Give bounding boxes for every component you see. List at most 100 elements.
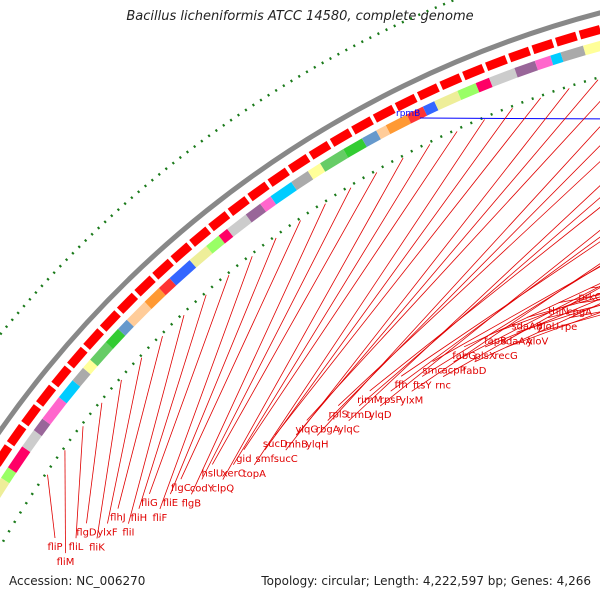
gene-label-yloV: yloV (527, 337, 549, 348)
gene-label-rnhB: rnhB (285, 439, 309, 450)
cog-band-segment (245, 203, 267, 223)
gene-leader (411, 263, 600, 392)
gene-arrow (36, 384, 57, 407)
gene-leader (128, 315, 185, 524)
cog-band-segment (376, 125, 391, 140)
gene-arrow (170, 242, 193, 264)
cog-band-segment (534, 55, 554, 71)
gene-leader (463, 283, 600, 348)
gene-leader (421, 265, 600, 377)
gene-leader (96, 379, 122, 539)
gene-leader (442, 287, 600, 377)
gene-arrow (439, 73, 463, 91)
cog-band-segment (406, 106, 428, 124)
gene-leader (264, 107, 513, 451)
gene-leader (432, 266, 600, 362)
gene-label-ylqH: ylqH (306, 439, 329, 450)
gene-arrow (116, 292, 139, 314)
gene-arrow (21, 404, 41, 427)
gene-leader (159, 256, 253, 510)
cog-band-segment (33, 418, 51, 437)
gene-arrow (247, 181, 270, 202)
cog-band-segment (291, 171, 314, 191)
gene-leader (86, 402, 103, 524)
gene-leader (212, 172, 378, 465)
cog-band-segment (583, 40, 600, 56)
cog-band-segment (169, 260, 197, 286)
gene-leader (400, 241, 600, 377)
cog-band-segment (218, 228, 234, 244)
gene-label-sucC: sucC (274, 454, 298, 465)
gene-leader (484, 298, 600, 348)
gene-arrow (134, 275, 156, 297)
gene-leader (138, 294, 207, 509)
gene-label-codY: codY (190, 483, 215, 494)
gene-leader (149, 275, 230, 495)
cog-band-segment (320, 149, 349, 172)
gene-label-fapR: fapR (484, 336, 507, 347)
gene-label-fabD: fabD (463, 366, 487, 377)
gene-label-ffh: ffh (395, 380, 408, 391)
cog-band-segment (434, 90, 462, 111)
cog-band-segment (550, 52, 564, 66)
gene-label-rpsP: rpsP (380, 395, 402, 406)
tick-layer: 1750 kbp1755 kbp1760 kbp1765 kbp1770 kbp… (0, 0, 600, 550)
gene-label-gid: gid (236, 454, 251, 465)
cog-band-segment (126, 301, 152, 327)
gene-label-sdaAB: sdaAB (511, 321, 543, 332)
rpmb-label: rpmB (396, 109, 420, 119)
gene-label-fliF: fliF (152, 513, 167, 524)
cog-band-segment (343, 138, 367, 158)
gene-label-flhJ: flhJ (110, 513, 126, 524)
gene-leader (274, 97, 542, 436)
gene-leader (306, 100, 600, 421)
gene-label-clpQ: clpQ (212, 484, 235, 495)
gene-label-rplS: rplS (328, 410, 348, 421)
gene-arrow (83, 328, 105, 350)
cog-band-segment (307, 163, 326, 180)
genome-title: Bacillus licheniformis ATCC 14580, compl… (126, 9, 474, 24)
gene-label-flgC: flgC (171, 483, 191, 494)
gene-label-rbgA: rbgA (316, 425, 340, 436)
gene-label-ylqG: ylqG (295, 424, 318, 435)
cog-band-segment (90, 342, 114, 367)
gene-leader (180, 220, 301, 480)
gene-label-xerC: xerC (222, 469, 245, 480)
gene-arrow (508, 46, 531, 63)
gene-label-flgB: flgB (182, 498, 202, 509)
cog-band-segment (22, 430, 42, 453)
gene-arrow (416, 83, 440, 101)
cog-band-segment (144, 288, 166, 309)
gene-leader (348, 185, 600, 422)
gene-arrow (51, 365, 72, 388)
gene-label-topA: topA (243, 469, 266, 480)
gene-band-layer (0, 10, 600, 499)
gene-leader (117, 336, 163, 509)
gene-arrow (0, 444, 13, 467)
cog-band-segment (206, 235, 225, 254)
gene-arrow (152, 258, 174, 280)
gene-label-ylqC: ylqC (338, 425, 360, 436)
gene-leader (327, 145, 600, 421)
gene-arrow (308, 140, 332, 160)
gene-label-smf: smf (256, 454, 275, 465)
cog-band-segment (189, 246, 213, 268)
inner-tick-ring (0, 75, 600, 550)
gene-leader (243, 131, 458, 450)
gene-arrow (485, 55, 508, 71)
gene-leader (547, 304, 600, 318)
gene-leader (295, 79, 599, 436)
gene-arrow (555, 31, 578, 47)
cog-band-segment (260, 196, 277, 212)
gene-label-rimM: rimM (357, 395, 382, 406)
gene-label-fliM: fliM (57, 557, 75, 568)
cog-band-segment (105, 328, 126, 349)
gene-leader (47, 474, 56, 539)
cog-band-segment (270, 181, 297, 205)
gene-arrow (227, 196, 250, 216)
cog-band-segment (42, 397, 67, 425)
gene-label-sucD: sucD (263, 439, 288, 450)
gene-leader (232, 144, 431, 465)
gene-label-plsX: plsX (475, 351, 496, 362)
